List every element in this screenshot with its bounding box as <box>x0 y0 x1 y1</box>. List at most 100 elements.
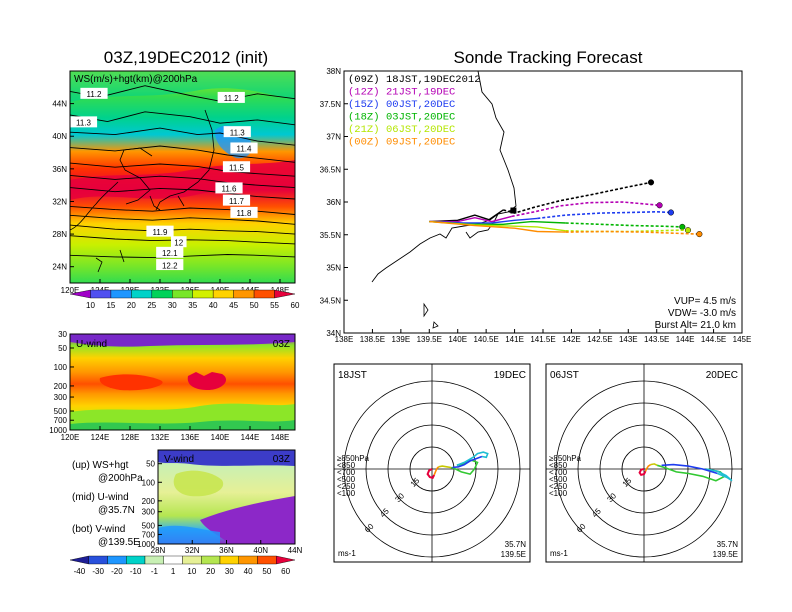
vwind-colorbar: -40 -30 -20 -10 -1 1 10 20 30 40 50 60 <box>69 555 296 576</box>
track-annot-vdw: VDW= -3.0 m/s <box>668 308 736 319</box>
contour-label: 12 <box>174 238 183 247</box>
hodo-series-2 <box>650 463 658 467</box>
ws-colorbar-label: 40 <box>209 301 218 310</box>
contour-label: 12.2 <box>162 261 178 270</box>
note-bot: (bot) V-wind <box>72 524 125 535</box>
uwind-x-tick-label: 120E <box>61 433 80 442</box>
ws-contour-labels: 11.2 11.2 11.3 11.3 11.4 11.5 11.6 11.7 11.8 11.9… <box>70 87 258 271</box>
hodo-legend-1: <850 <box>337 461 356 470</box>
ws-colorbar-label: 50 <box>250 301 259 310</box>
vwind-colorbar-swatch <box>88 555 108 565</box>
legend-jst-0: 18JST,19DEC2012 <box>386 74 481 86</box>
hodo-legend-2: <700 <box>337 468 356 477</box>
track-y-tick-label: 37N <box>326 133 341 142</box>
track-endpoint-2 <box>667 209 674 216</box>
ws-colorbar-swatch <box>212 289 234 299</box>
uwind-y-tick-label: 300 <box>54 393 68 402</box>
track-x-tick-label: 138.5E <box>360 335 385 344</box>
ws-colorbar-label: 20 <box>127 301 136 310</box>
contour-label: 11.2 <box>87 90 103 99</box>
contour-label-bg <box>230 206 258 218</box>
ws-colorbar-swatch <box>110 289 132 299</box>
track-x-tick-label: 139E <box>392 335 411 344</box>
ws-y-tick-label: 32N <box>52 197 67 206</box>
hodo-legend-5: <100 <box>337 489 356 498</box>
uwind-top-band <box>70 334 295 347</box>
track-annot-vup: VUP= 4.5 m/s <box>674 296 736 307</box>
uwind-x-tick-label: 140E <box>211 433 230 442</box>
track-y-tick-label: 34.5N <box>320 296 342 305</box>
ws-colorbar-swatch <box>172 289 193 299</box>
uwind-core-west <box>99 374 163 391</box>
hodo-station-lat: 35.7N <box>505 540 527 549</box>
legend-jst-2: 00JST,20DEC <box>386 99 455 111</box>
vwind-panel: V-wind 03Z 28N 32N 36N 40N 44N 50 100 200 300 500… <box>69 449 303 576</box>
track-x-tick-label: 143.5E <box>644 335 669 344</box>
track-legend: (09Z) 18JST,19DEC2012 (12Z) 21JST,19DEC (15Z… <box>348 74 481 149</box>
vwind-y-tick-label: 700 <box>142 530 156 539</box>
hodo-series-1 <box>644 463 652 472</box>
track-descent-5 <box>565 230 700 235</box>
vwind-colorbar-label: -10 <box>130 567 142 576</box>
legend-utc-0: (09Z) <box>348 74 380 86</box>
uwind-y-tick-label: 1000 <box>49 426 67 435</box>
contour-label-bg <box>215 182 243 194</box>
contour-label-bg <box>156 259 184 271</box>
note-bot-level: @139.5E <box>98 537 140 548</box>
vwind-time: 03Z <box>273 454 290 465</box>
track-ascent-5 <box>429 220 566 233</box>
vwind-colorbar-swatch <box>201 555 221 565</box>
vwind-x-tick-label: 44N <box>288 546 303 555</box>
track-x-tick-label: 139.5E <box>417 335 442 344</box>
vwind-bottom-left <box>158 525 220 544</box>
contour-label: 11.6 <box>222 185 238 194</box>
track-y-tick-label: 35.5N <box>320 231 342 240</box>
ws-colorbar-swatch <box>233 289 255 299</box>
uwind-panel: U-wind 03Z 120E 124E 128E 132E 136E 140E 144E 1… <box>49 330 296 442</box>
hodo-series-5 <box>661 463 718 475</box>
hodo-station-lat: 35.7N <box>717 540 739 549</box>
coastlines-japan <box>119 109 215 211</box>
vwind-colorbar-swatch <box>69 555 89 565</box>
contour-label-bg <box>156 246 184 258</box>
ws-colorbar-label: 10 <box>86 301 95 310</box>
contour-label: 11.7 <box>229 197 245 206</box>
legend-utc-3: (18Z) <box>348 112 380 124</box>
contour-label-bg <box>230 142 258 154</box>
track-endpoint-4 <box>684 227 692 234</box>
vwind-colorbar-swatch <box>276 555 296 565</box>
track-endpoint-5 <box>696 231 703 238</box>
left-title: 03Z,19DEC2012 (init) <box>104 48 268 67</box>
track-y-tick-label: 35N <box>326 264 341 273</box>
track-descent-1 <box>511 201 660 218</box>
track-ascent-0 <box>429 209 504 223</box>
vwind-title: V-wind <box>164 454 194 465</box>
vwind-colorbar-label: -1 <box>151 567 159 576</box>
vwind-colorbar-swatch <box>238 555 258 565</box>
uwind-y-tick-label: 700 <box>54 416 68 425</box>
vwind-colorbar-label: 20 <box>206 567 215 576</box>
ws-colorbar-label: 15 <box>106 301 115 310</box>
hodo-series-5 <box>452 455 483 469</box>
ws-x-tick-label: 120E <box>61 286 80 295</box>
track-panel: 138E 138.5E 139E 139.5E 140E 140.5E 141E 141.5E… <box>320 67 752 344</box>
uwind-y-tick-label: 200 <box>54 382 68 391</box>
contour-label: 11.9 <box>153 228 169 237</box>
hgt-contour-12 <box>70 214 295 225</box>
coastlines-china <box>70 181 125 273</box>
track-descent-4 <box>565 229 688 233</box>
track-ascent-1 <box>429 215 512 223</box>
hgt-contour-12.3 <box>70 254 295 259</box>
hodo-corner-left: 18JST <box>338 370 367 381</box>
contour-label: 11.3 <box>230 128 246 137</box>
ws-north-field <box>70 71 295 102</box>
hodo-series-4 <box>456 451 489 467</box>
hodo-legend-4: <250 <box>337 482 356 491</box>
hgt-contour-11.7 <box>70 174 295 189</box>
track-y-tick-label: 36N <box>326 198 341 207</box>
legend-utc-4: (21Z) <box>348 124 380 136</box>
contour-label-bg <box>223 126 251 138</box>
